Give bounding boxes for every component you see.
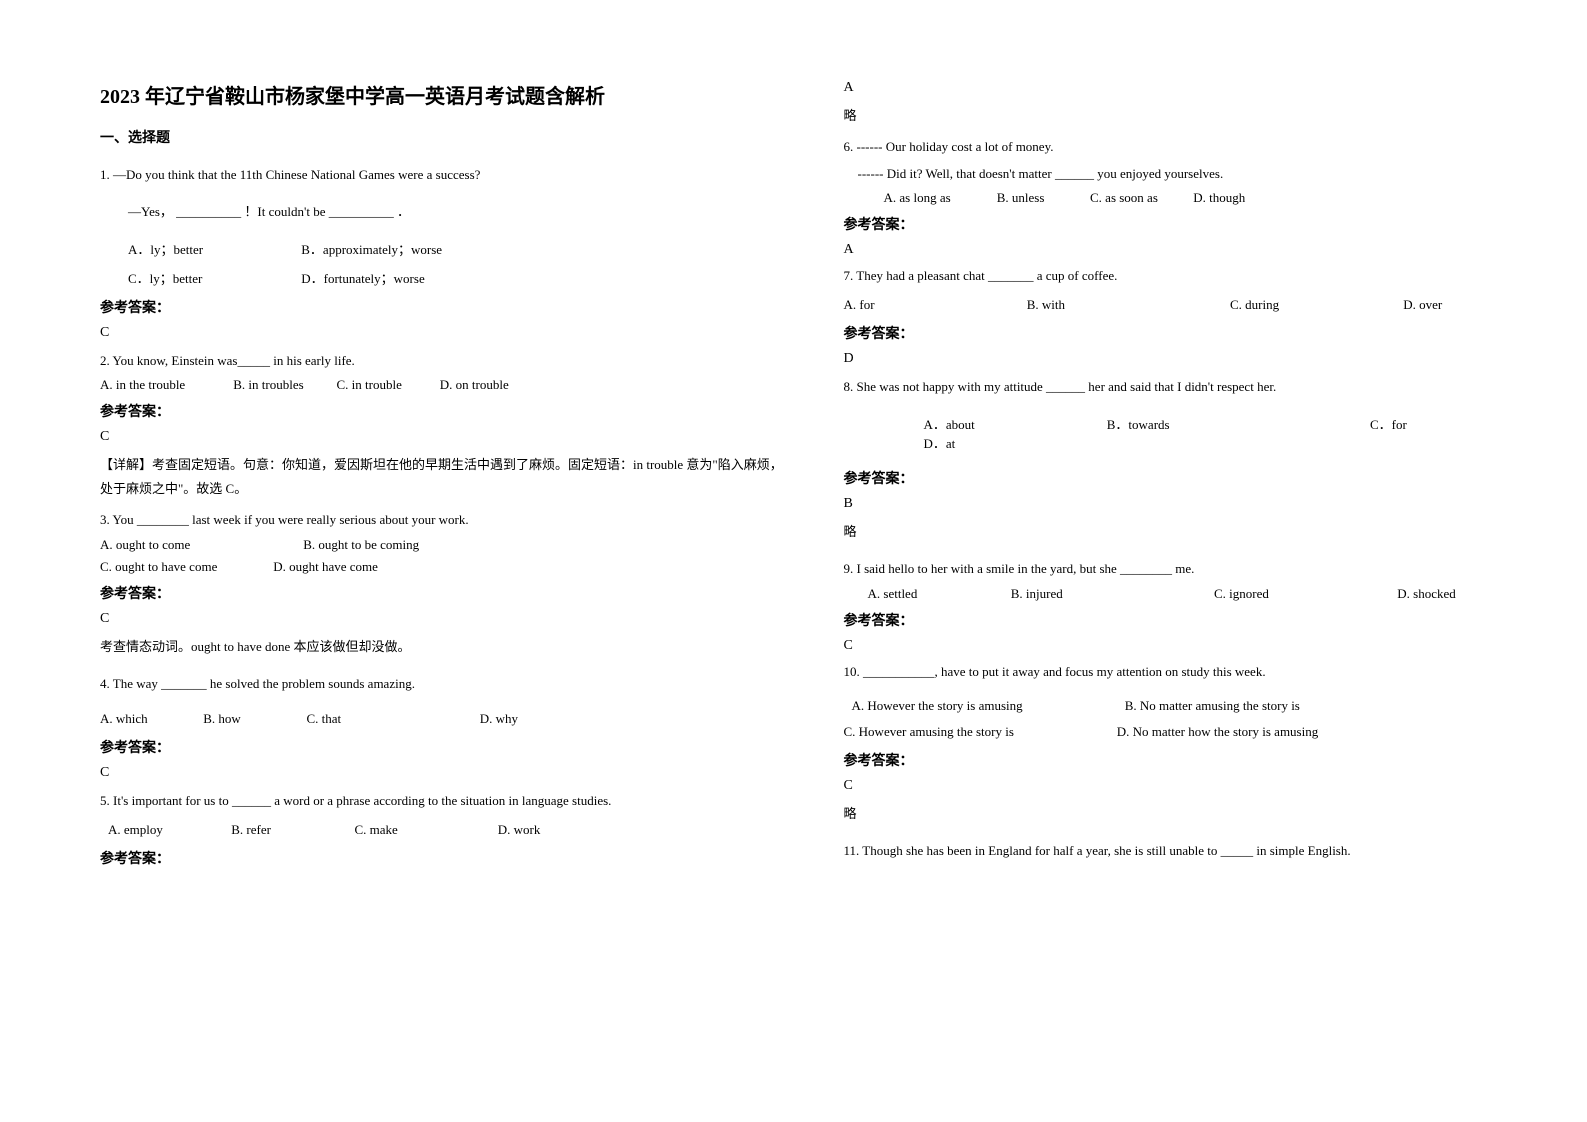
q2-explanation: 【详解】考查固定短语。句意：你知道，爱因斯坦在他的早期生活中遇到了麻烦。固定短语… — [100, 453, 784, 500]
q9-opt-a: A. settled — [868, 586, 1008, 602]
q2-answer-label: 参考答案： — [100, 401, 784, 421]
q5-opt-d: D. work — [498, 822, 541, 838]
q2-opt-b: B. in troubles — [233, 377, 333, 393]
q9-answer-label: 参考答案： — [844, 610, 1528, 630]
q4-options: A. which B. how C. that D. why — [100, 711, 784, 727]
q1-answer-label: 参考答案： — [100, 297, 784, 317]
section-heading: 一、选择题 — [100, 127, 784, 147]
q5-opt-a: A. employ — [108, 822, 228, 838]
q2-opt-c: C. in trouble — [337, 377, 437, 393]
q2-answer: C — [100, 429, 784, 445]
q7-opt-d: D. over — [1403, 297, 1442, 313]
q3-opt-d: D. ought have come — [273, 559, 378, 575]
q3-opt-b: B. ought to be coming — [303, 537, 419, 553]
question-11: 11. Though she has been in England for h… — [844, 841, 1528, 862]
q4-opt-c: C. that — [307, 711, 477, 727]
q6-options: A. as long as B. unless C. as soon as D.… — [884, 190, 1528, 206]
question-8: 8. She was not happy with my attitude __… — [844, 377, 1528, 398]
q4-opt-b: B. how — [203, 711, 303, 727]
question-1: 1. —Do you think that the 11th Chinese N… — [100, 165, 784, 186]
q5-answer: A — [844, 80, 1528, 96]
q6-opt-c: C. as soon as — [1090, 190, 1190, 206]
q7-answer-label: 参考答案： — [844, 323, 1528, 343]
q7-answer: D — [844, 351, 1528, 367]
question-4: 4. The way _______ he solved the problem… — [100, 674, 784, 695]
q2-options: A. in the trouble B. in troubles C. in t… — [100, 377, 784, 393]
q3-answer-label: 参考答案： — [100, 583, 784, 603]
q3-options-row2: C. ought to have come D. ought have come — [100, 559, 784, 575]
q10-options-row1: A. However the story is amusing B. No ma… — [844, 698, 1528, 714]
document-title: 2023 年辽宁省鞍山市杨家堡中学高一英语月考试题含解析 — [100, 80, 784, 109]
q8-opt-c: C．for — [1370, 414, 1500, 433]
question-6-line2: ------ Did it? Well, that doesn't matter… — [858, 164, 1528, 185]
q2-opt-d: D. on trouble — [440, 377, 509, 393]
q6-answer: A — [844, 242, 1528, 258]
q8-answer: B — [844, 496, 1528, 512]
q4-opt-a: A. which — [100, 711, 200, 727]
q8-opt-a: A．about — [924, 414, 1104, 433]
q9-answer: C — [844, 638, 1528, 654]
q10-opt-a: A. However the story is amusing — [852, 698, 1122, 714]
q4-answer-label: 参考答案： — [100, 737, 784, 757]
q9-opt-d: D. shocked — [1397, 586, 1456, 602]
q1-options-row1: A．ly；better B．approximately；worse — [128, 239, 784, 258]
q10-answer: C — [844, 778, 1528, 794]
q1-line2: —Yes， __________ ！It couldn't be _______… — [128, 202, 784, 223]
q10-answer-label: 参考答案： — [844, 750, 1528, 770]
q10-short: 略 — [844, 804, 1528, 825]
q1-options-row2: C．ly；better D．fortunately；worse — [128, 268, 784, 287]
left-column: 2023 年辽宁省鞍山市杨家堡中学高一英语月考试题含解析 一、选择题 1. —D… — [100, 80, 784, 876]
q3-opt-c: C. ought to have come — [100, 559, 270, 575]
page-container: 2023 年辽宁省鞍山市杨家堡中学高一英语月考试题含解析 一、选择题 1. —D… — [100, 80, 1527, 876]
q2-opt-a: A. in the trouble — [100, 377, 230, 393]
q8-opt-b: B．towards — [1107, 414, 1367, 433]
q5-answer-label: 参考答案： — [100, 848, 784, 868]
q5-opt-c: C. make — [355, 822, 495, 838]
q1-answer: C — [100, 325, 784, 341]
q10-opt-c: C. However amusing the story is — [844, 724, 1114, 740]
q6-opt-b: B. unless — [997, 190, 1087, 206]
q3-answer: C — [100, 611, 784, 627]
q5-options: A. employ B. refer C. make D. work — [100, 822, 784, 838]
q1-opt-b: B．approximately；worse — [301, 239, 442, 258]
q8-opt-d: D．at — [924, 433, 956, 452]
q7-options: A. for B. with C. during D. over — [844, 297, 1528, 313]
q9-opt-b: B. injured — [1011, 586, 1211, 602]
q5-short: 略 — [844, 106, 1528, 127]
right-column: A 略 6. ------ Our holiday cost a lot of … — [844, 80, 1528, 876]
q7-opt-a: A. for — [844, 297, 1024, 313]
question-5: 5. It's important for us to ______ a wor… — [100, 791, 784, 812]
q8-options: A．about B．towards C．for D．at — [924, 414, 1528, 452]
q4-answer: C — [100, 765, 784, 781]
q8-answer-label: 参考答案： — [844, 468, 1528, 488]
question-6-line1: 6. ------ Our holiday cost a lot of mone… — [844, 137, 1528, 158]
q3-options-row1: A. ought to come B. ought to be coming — [100, 537, 784, 553]
q1-opt-c: C．ly；better — [128, 268, 298, 287]
q7-opt-c: C. during — [1230, 297, 1400, 313]
q3-explanation: 考查情态动词。ought to have done 本应该做但却没做。 — [100, 635, 784, 658]
q8-short: 略 — [844, 522, 1528, 543]
question-9: 9. I said hello to her with a smile in t… — [844, 559, 1528, 580]
question-7: 7. They had a pleasant chat _______ a cu… — [844, 266, 1528, 287]
question-2: 2. You know, Einstein was_____ in his ea… — [100, 351, 784, 372]
q1-opt-d: D．fortunately；worse — [301, 268, 424, 287]
q5-opt-b: B. refer — [231, 822, 351, 838]
q10-options-row2: C. However amusing the story is D. No ma… — [844, 724, 1528, 740]
q4-opt-d: D. why — [480, 711, 518, 727]
q7-opt-b: B. with — [1027, 297, 1227, 313]
q10-opt-b: B. No matter amusing the story is — [1125, 698, 1300, 714]
q9-opt-c: C. ignored — [1214, 586, 1394, 602]
q10-opt-d: D. No matter how the story is amusing — [1117, 724, 1318, 740]
q1-line1: 1. —Do you think that the 11th Chinese N… — [100, 165, 784, 186]
q9-options: A. settled B. injured C. ignored D. shoc… — [868, 586, 1528, 602]
q1-opt-a: A．ly；better — [128, 239, 298, 258]
question-10: 10. ___________, have to put it away and… — [844, 662, 1528, 683]
q3-opt-a: A. ought to come — [100, 537, 300, 553]
question-3: 3. You ________ last week if you were re… — [100, 510, 784, 531]
q6-answer-label: 参考答案： — [844, 214, 1528, 234]
q6-opt-a: A. as long as — [884, 190, 994, 206]
q6-opt-d: D. though — [1193, 190, 1245, 206]
